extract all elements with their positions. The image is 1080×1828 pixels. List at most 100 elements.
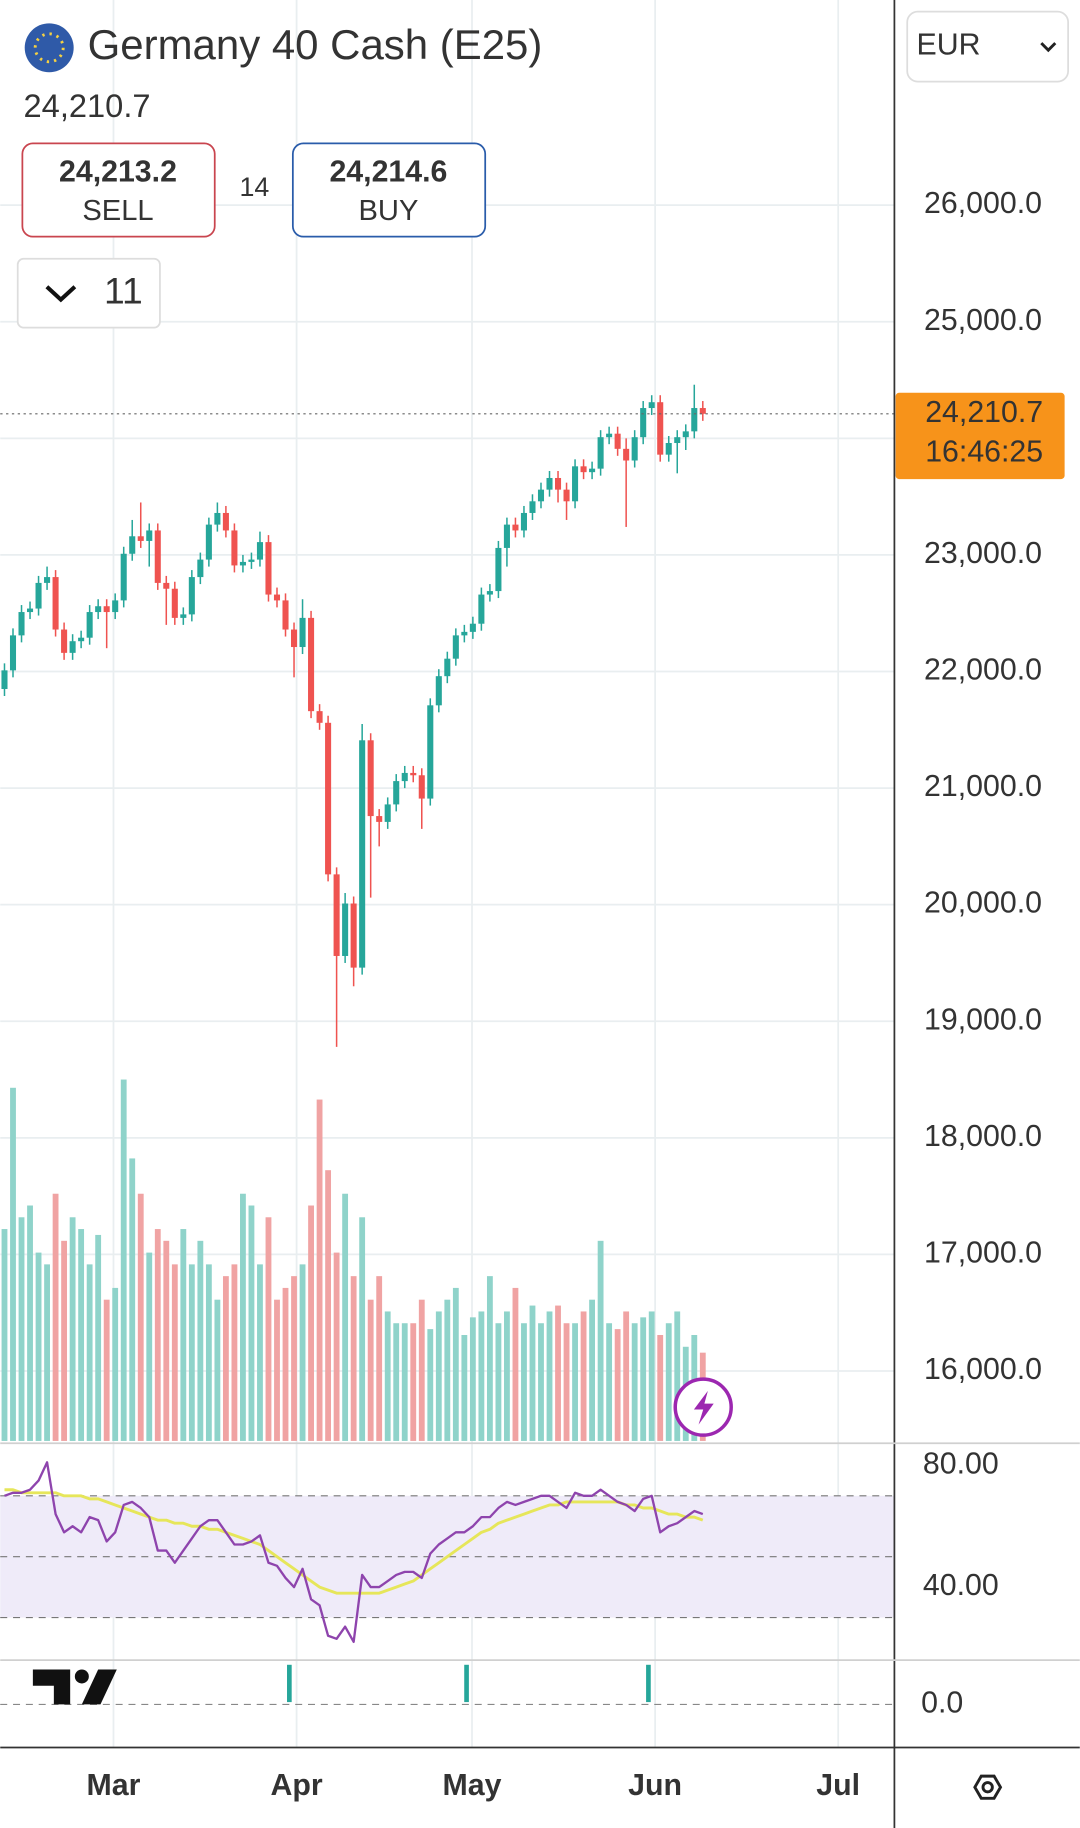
candle-body — [631, 437, 638, 461]
candle-body — [61, 629, 68, 653]
candle-body — [623, 448, 630, 461]
buy-button[interactable]: 24,214.6 BUY — [291, 142, 487, 238]
logo-part — [74, 1669, 89, 1684]
tradingview-logo — [32, 1669, 117, 1705]
volume-bar — [512, 1287, 519, 1441]
volume-bar — [27, 1205, 33, 1441]
candle-body — [597, 437, 604, 469]
chevron-down[interactable] — [45, 285, 77, 303]
candle-body — [129, 536, 136, 554]
volume-bar — [274, 1299, 280, 1441]
candle-body — [401, 772, 408, 782]
volume-bar — [299, 1264, 306, 1441]
volume-bar — [52, 1193, 59, 1441]
candle-body — [180, 614, 187, 618]
currency[interactable]: EUR — [917, 29, 981, 62]
volume-bar — [129, 1158, 136, 1441]
chevron-down[interactable] — [1040, 42, 1057, 53]
candle-body — [691, 408, 698, 432]
y-tick-label: 23,000.0 — [924, 537, 1042, 570]
volume-bar — [282, 1287, 289, 1441]
candle-body — [222, 512, 229, 531]
currency-box[interactable] — [906, 10, 1069, 83]
volume-bar — [257, 1264, 263, 1441]
toggle-box[interactable] — [16, 257, 161, 329]
sell-label[interactable]: SELL — [82, 195, 153, 227]
volume-bar — [538, 1323, 544, 1441]
candle-body — [316, 711, 323, 723]
volume-bar — [69, 1217, 76, 1441]
volume-bar — [495, 1323, 502, 1441]
candle-body — [376, 816, 383, 822]
currency-select[interactable]: EUR — [906, 10, 1069, 83]
sell-box[interactable] — [21, 142, 216, 238]
buy-label[interactable]: BUY — [358, 195, 418, 227]
y-tick-label: 18,000.0 — [924, 1120, 1042, 1153]
candle-body — [606, 433, 613, 438]
candle-body — [273, 594, 281, 601]
volume-bar — [291, 1276, 297, 1441]
logo-part — [81, 1669, 117, 1705]
volume-bar — [214, 1299, 221, 1441]
candle-body — [410, 772, 417, 776]
settings-icon[interactable] — [973, 1774, 1003, 1800]
candle-body — [188, 577, 195, 615]
candle-body — [384, 804, 391, 822]
volume-bar — [597, 1240, 604, 1441]
volume-bar — [18, 1217, 25, 1441]
candle-body — [44, 577, 51, 583]
settings-icon[interactable] — [981, 1781, 994, 1794]
buy-box[interactable] — [291, 142, 487, 238]
volume-bar — [154, 1229, 161, 1441]
settings-button[interactable] — [973, 1774, 1003, 1800]
price-tag-price: 24,210.7 — [925, 396, 1043, 429]
candle-body — [452, 635, 459, 659]
candle-body — [86, 612, 93, 638]
candle-body — [359, 740, 366, 968]
volume-bar — [504, 1311, 510, 1441]
x-tick-label: May — [443, 1769, 502, 1802]
sell-price[interactable]: 24,213.2 — [59, 156, 177, 189]
volume-bar — [623, 1311, 630, 1441]
indicators-count[interactable]: 11 — [104, 270, 143, 312]
volume-bar — [44, 1264, 50, 1441]
buy-price[interactable]: 24,214.6 — [329, 156, 447, 189]
volume-bar — [95, 1234, 102, 1441]
sell-button[interactable]: 24,213.2 SELL — [21, 142, 216, 238]
flash-icon[interactable] — [693, 1390, 714, 1425]
volume-bar — [580, 1311, 587, 1441]
volume-bar — [376, 1276, 383, 1441]
candle-body — [546, 477, 553, 490]
candle-body — [461, 631, 468, 636]
candle-body — [282, 600, 289, 630]
candle-body — [589, 468, 596, 473]
volume-bar — [222, 1276, 229, 1441]
volume-bar — [589, 1299, 596, 1441]
volume-bar — [342, 1193, 349, 1441]
y-tick-label: 21,000.0 — [924, 770, 1042, 803]
volume-bar — [308, 1205, 314, 1441]
candle-body — [52, 577, 59, 630]
rsi-tick-label: 40.00 — [923, 1569, 999, 1602]
candle-body — [265, 542, 272, 595]
candle-body — [367, 740, 374, 817]
volume-bar — [555, 1305, 561, 1441]
candle-body — [171, 588, 178, 618]
price-tag: 24,210.7 16:46:25 — [895, 392, 1065, 480]
candle-body — [120, 553, 127, 601]
candle-body — [478, 594, 485, 624]
volume-bar — [648, 1311, 655, 1441]
price-tag-countdown: 16:46:25 — [925, 435, 1043, 468]
volume-bar — [572, 1323, 578, 1441]
volume-bar — [146, 1252, 153, 1441]
price-tag-box — [895, 392, 1065, 480]
volume-bar — [205, 1264, 212, 1441]
y-tick-label: 20,000.0 — [924, 887, 1042, 920]
volume-bar — [563, 1323, 570, 1441]
candle-body — [248, 559, 255, 562]
candle-body — [682, 431, 689, 438]
volume-bar — [240, 1193, 246, 1441]
indicators-toggle[interactable]: 11 — [16, 257, 161, 329]
rsi-tick-label: 80.00 — [923, 1447, 999, 1480]
volume-bar — [78, 1229, 85, 1441]
